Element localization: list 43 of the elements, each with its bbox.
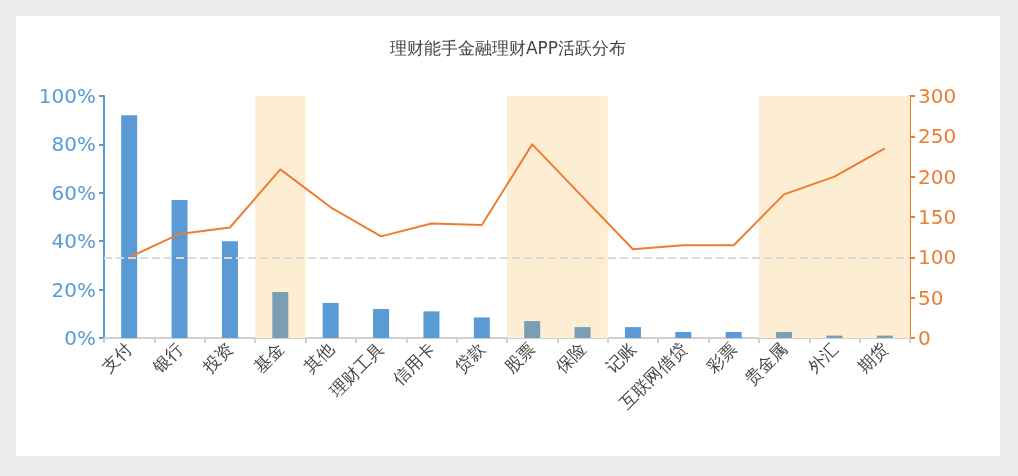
x-tick-label: 支付 xyxy=(98,338,137,378)
bar xyxy=(322,302,339,338)
y2-tick-label: 100 xyxy=(918,245,957,270)
bar xyxy=(524,321,541,338)
x-tick-label: 记账 xyxy=(601,338,641,378)
bar xyxy=(171,200,188,338)
y2-tick-label: 250 xyxy=(918,124,957,149)
bar xyxy=(221,241,238,338)
x-tick-label: 期货 xyxy=(853,338,892,378)
y-tick-label: 60% xyxy=(51,180,96,205)
y2-tick-label: 200 xyxy=(918,164,957,189)
y2-tick-label: 300 xyxy=(918,84,957,108)
bar xyxy=(272,292,289,338)
y-tick-label: 40% xyxy=(51,229,96,254)
bar xyxy=(776,331,793,338)
line-series xyxy=(128,143,886,259)
bar xyxy=(675,331,692,338)
x-tick-label: 基金 xyxy=(249,338,288,378)
x-tick-label: 其他 xyxy=(299,338,338,378)
y-tick-label: 100% xyxy=(38,84,96,108)
bar xyxy=(574,327,591,338)
y2-tick-label: 150 xyxy=(918,205,957,229)
bar xyxy=(624,327,641,338)
y2-tick-label: 50 xyxy=(918,285,944,310)
y-tick-label: 0% xyxy=(64,326,96,350)
x-tick-label: 外汇 xyxy=(803,338,842,378)
bar xyxy=(373,308,390,338)
x-tick-label: 银行 xyxy=(147,338,187,378)
bar xyxy=(725,331,742,338)
y-tick-label: 80% xyxy=(51,132,96,157)
x-tick-label: 贵金属 xyxy=(740,338,792,390)
x-tick-label: 信用卡 xyxy=(388,338,439,390)
x-tick-label: 贷款 xyxy=(450,338,489,378)
y2-tick-label: 0 xyxy=(918,326,931,350)
bar xyxy=(423,311,440,338)
x-tick-label: 保险 xyxy=(551,338,590,378)
x-tick-label: 投资 xyxy=(198,338,238,378)
bar xyxy=(473,317,490,338)
x-tick-label: 股票 xyxy=(501,338,540,378)
bar xyxy=(121,115,138,338)
x-tick-label: 彩票 xyxy=(702,338,741,378)
y-tick-label: 20% xyxy=(51,277,96,302)
chart-title: 理财能手金融理财APP活跃分布 xyxy=(389,37,627,58)
